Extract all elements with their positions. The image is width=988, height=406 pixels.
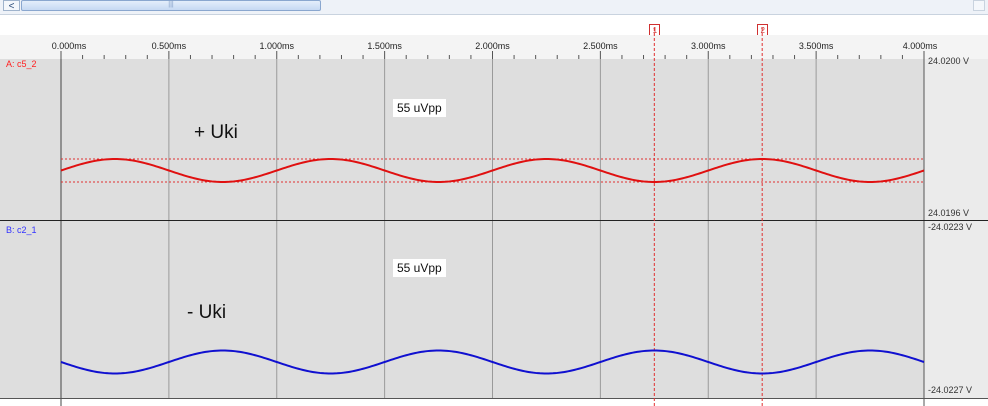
waveform-b <box>60 349 925 375</box>
time-tick-label: 2.000ms <box>475 41 510 51</box>
channel-a-name[interactable]: A: c5_2 <box>6 59 37 69</box>
channel-b-amplitude-label: 55 uVpp <box>393 259 446 277</box>
time-tick-label: 3.000ms <box>690 41 726 51</box>
voltage-scale-a <box>924 59 988 220</box>
channel-a-bottom-voltage: 24.0196 V <box>928 208 970 218</box>
channel-b-signal-label: - Uki <box>187 302 227 323</box>
time-ruler: 0.000ms 0.500ms 1.000ms 1.500ms 2.000ms … <box>0 35 988 60</box>
time-tick-label: 0.000ms <box>51 41 87 51</box>
scroll-left-arrow-icon[interactable]: < <box>3 0 20 12</box>
channel-b-name[interactable]: B: c2_1 <box>6 225 37 235</box>
scroll-right-arrow-icon[interactable] <box>973 0 985 11</box>
waveform-a <box>60 157 925 184</box>
scrollbar-thumb[interactable] <box>21 0 321 11</box>
time-tick-label: 1.500ms <box>367 41 402 51</box>
channel-a-signal-label: + Uki <box>194 122 238 143</box>
channel-pane-b <box>0 221 924 398</box>
scrollbar-grip-icon: ||| <box>168 1 174 8</box>
channel-a-amplitude-label: 55 uVpp <box>393 99 446 117</box>
channel-b-top-voltage: -24.0223 V <box>928 222 973 232</box>
channel-pane-a <box>0 59 924 220</box>
time-tick-label: 2.500ms <box>583 41 618 51</box>
channel-b-bottom-voltage: -24.0227 V <box>928 385 973 395</box>
voltage-scale-b <box>924 221 988 398</box>
time-tick-label: 0.500ms <box>151 41 187 51</box>
time-tick-label: 4.000ms <box>902 41 938 51</box>
time-tick-label: 3.500ms <box>798 41 834 51</box>
time-tick-label: 1.000ms <box>259 41 295 51</box>
channel-a-top-voltage: 24.0200 V <box>928 56 970 66</box>
